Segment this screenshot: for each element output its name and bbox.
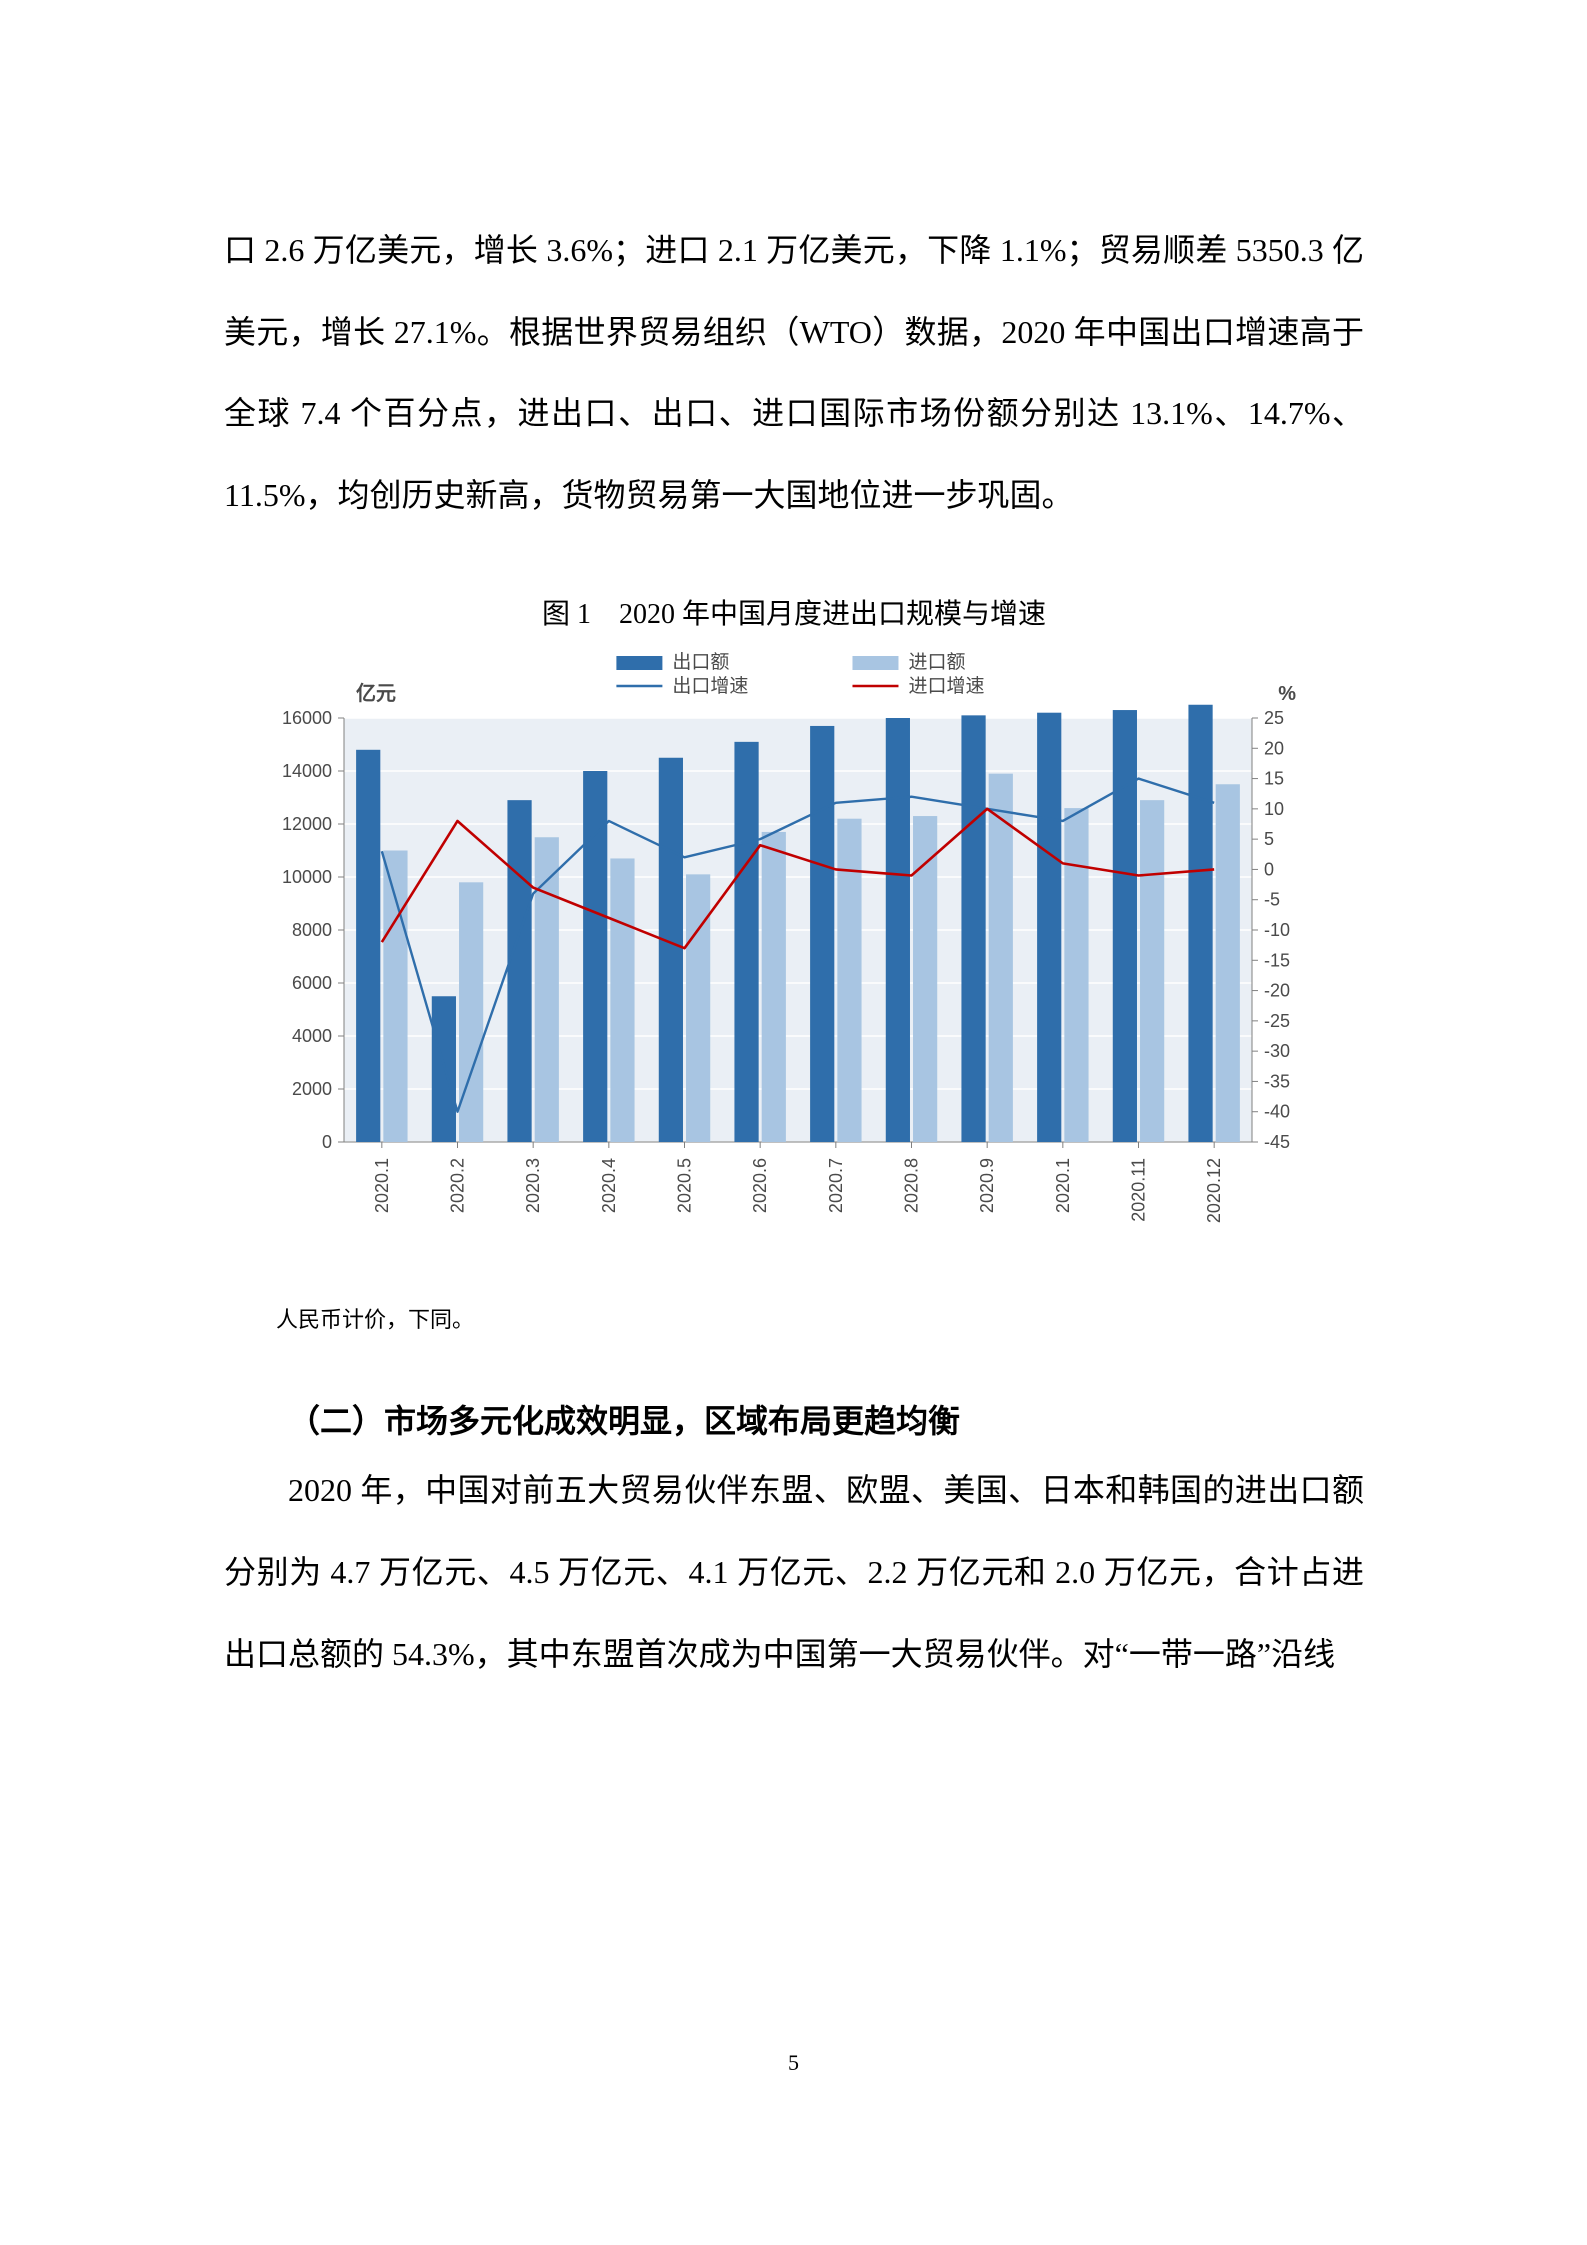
svg-text:10: 10: [1264, 799, 1284, 819]
paragraph-1: 口 2.6 万亿美元，增长 3.6%；进口 2.1 万亿美元，下降 1.1%；贸…: [224, 210, 1364, 536]
svg-text:2000: 2000: [292, 1079, 332, 1099]
svg-text:2020.4: 2020.4: [599, 1158, 619, 1213]
svg-text:4000: 4000: [292, 1026, 332, 1046]
chart-footnote: 人民币计价，下同。: [276, 1302, 1364, 1334]
svg-text:2020.1: 2020.1: [372, 1158, 392, 1213]
svg-text:14000: 14000: [282, 761, 332, 781]
svg-text:2020.11: 2020.11: [1129, 1158, 1149, 1222]
chart-svg: 0 2000 4000 6000 8000 10000 12000 14000 16000 -45…: [232, 646, 1354, 1286]
svg-text:-20: -20: [1264, 981, 1290, 1001]
svg-text:2020.8: 2020.8: [902, 1158, 922, 1213]
svg-text:25: 25: [1264, 708, 1284, 728]
svg-text:0: 0: [1264, 860, 1274, 880]
svg-text:8000: 8000: [292, 920, 332, 940]
svg-text:-10: -10: [1264, 920, 1290, 940]
svg-text:-30: -30: [1264, 1042, 1290, 1062]
svg-text:16000: 16000: [282, 708, 332, 728]
svg-text:-40: -40: [1264, 1102, 1290, 1122]
svg-text:2020.6: 2020.6: [750, 1158, 770, 1213]
subheading-2: （二）市场多元化成效明显，区域布局更趋均衡: [224, 1396, 1364, 1442]
svg-text:2020.5: 2020.5: [675, 1158, 695, 1213]
svg-text:进口额: 进口额: [908, 651, 965, 673]
svg-text:进口增速: 进口增速: [908, 675, 984, 697]
svg-text:2020.1: 2020.1: [1053, 1158, 1073, 1213]
svg-text:%: %: [1278, 683, 1296, 705]
svg-text:2020.12: 2020.12: [1204, 1158, 1224, 1223]
svg-text:出口额: 出口额: [672, 651, 729, 673]
svg-text:-15: -15: [1264, 951, 1290, 971]
chart-caption: 图 1 2020 年中国月度进出口规模与增速: [224, 592, 1364, 632]
svg-text:5: 5: [1264, 830, 1274, 850]
svg-text:6000: 6000: [292, 973, 332, 993]
svg-text:12000: 12000: [282, 814, 332, 834]
svg-text:-35: -35: [1264, 1072, 1290, 1092]
svg-text:亿元: 亿元: [356, 681, 396, 705]
svg-text:15: 15: [1264, 769, 1284, 789]
svg-text:-5: -5: [1264, 890, 1280, 910]
svg-text:2020.9: 2020.9: [977, 1158, 997, 1213]
svg-text:20: 20: [1264, 739, 1284, 759]
svg-text:2020.7: 2020.7: [826, 1158, 846, 1213]
svg-text:出口增速: 出口增速: [672, 675, 748, 697]
chart-figure-1: 0 2000 4000 6000 8000 10000 12000 14000 16000 -45…: [232, 646, 1354, 1286]
svg-text:2020.3: 2020.3: [523, 1158, 543, 1213]
svg-text:2020.2: 2020.2: [448, 1158, 468, 1213]
svg-text:0: 0: [322, 1132, 332, 1152]
svg-text:10000: 10000: [282, 867, 332, 887]
svg-text:-45: -45: [1264, 1132, 1290, 1152]
svg-text:-25: -25: [1264, 1011, 1290, 1031]
page-number: 5: [0, 2050, 1587, 2076]
paragraph-2: 2020 年，中国对前五大贸易伙伴东盟、欧盟、美国、日本和韩国的进出口额分别为 …: [224, 1450, 1364, 1695]
